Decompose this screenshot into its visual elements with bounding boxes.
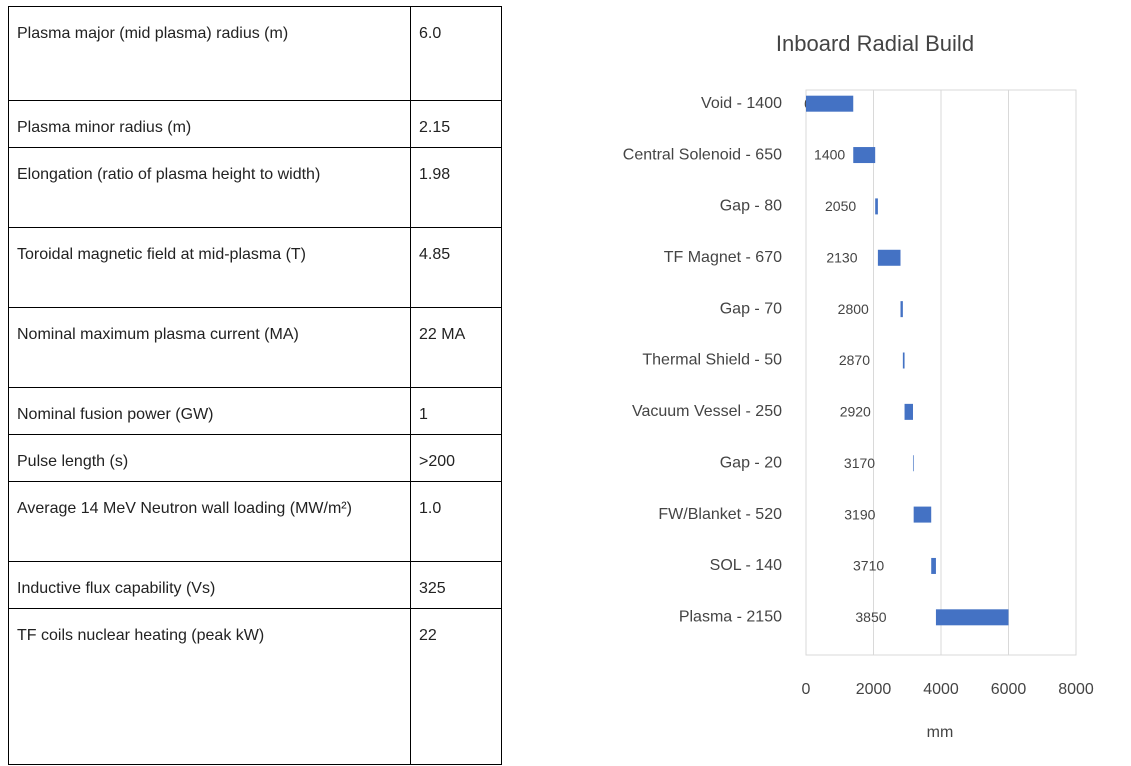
table-row: TF coils nuclear heating (peak kW) 22 — [8, 608, 502, 765]
data-label: 1400 — [814, 147, 845, 163]
table-row: Inductive flux capability (Vs) 325 — [8, 561, 502, 609]
bar — [877, 249, 901, 266]
y-tick-label: Gap - 20 — [720, 454, 782, 471]
table-row: Plasma minor radius (m) 2.15 — [8, 100, 502, 148]
bar — [900, 301, 903, 318]
x-tick-label: 2000 — [856, 681, 892, 698]
data-label: 2870 — [839, 352, 870, 368]
y-tick-label: Plasma - 2150 — [679, 609, 782, 626]
parameter-value: 4.85 — [410, 227, 502, 308]
table-row: Nominal maximum plasma current (MA) 22 MA — [8, 307, 502, 388]
y-tick-label: Central Solenoid - 650 — [623, 146, 782, 163]
parameter-table: Plasma major (mid plasma) radius (m) 6.0 P… — [8, 6, 502, 765]
x-tick-label: 0 — [802, 681, 811, 698]
bar — [913, 506, 932, 523]
parameter-value: 2.15 — [410, 100, 502, 148]
parameter-value: 22 MA — [410, 307, 502, 388]
parameter-name: TF coils nuclear heating (peak kW) — [8, 608, 411, 765]
y-tick-label: SOL - 140 — [710, 557, 782, 574]
table-row: Toroidal magnetic field at mid-plasma (T… — [8, 227, 502, 308]
data-label: 2920 — [840, 404, 871, 420]
y-tick-label: Gap - 80 — [720, 198, 782, 215]
bar — [912, 455, 914, 472]
table-row: Plasma major (mid plasma) radius (m) 6.0 — [8, 6, 502, 101]
parameter-name: Pulse length (s) — [8, 434, 411, 482]
parameter-name: Toroidal magnetic field at mid-plasma (T… — [8, 227, 411, 308]
parameter-value: >200 — [410, 434, 502, 482]
bar — [875, 198, 878, 215]
parameter-value: 1 — [410, 387, 502, 435]
data-label: 2130 — [826, 249, 857, 265]
parameter-value: 325 — [410, 561, 502, 609]
bar — [806, 95, 854, 112]
x-tick-label: 4000 — [923, 681, 959, 698]
data-label: 3850 — [855, 609, 886, 625]
y-tick-label: FW/Blanket - 520 — [658, 506, 782, 523]
data-label: 3170 — [844, 455, 875, 471]
parameter-value: 6.0 — [410, 6, 502, 101]
x-tick-label: 6000 — [991, 681, 1027, 698]
parameter-name: Nominal fusion power (GW) — [8, 387, 411, 435]
data-label: 3710 — [853, 558, 884, 574]
bar — [904, 403, 913, 420]
y-tick-label: Thermal Shield - 50 — [642, 352, 782, 369]
bar — [853, 147, 876, 164]
parameter-name: Nominal maximum plasma current (MA) — [8, 307, 411, 388]
y-tick-label: Vacuum Vessel - 250 — [632, 403, 782, 420]
x-axis-label: mm — [927, 724, 954, 741]
parameter-value: 22 — [410, 608, 502, 765]
parameter-value: 1.98 — [410, 147, 502, 228]
parameter-name: Plasma major (mid plasma) radius (m) — [8, 6, 411, 101]
table-row: Nominal fusion power (GW) 1 — [8, 387, 502, 435]
parameter-name: Inductive flux capability (Vs) — [8, 561, 411, 609]
data-label: 2050 — [825, 198, 856, 214]
table-row: Pulse length (s) >200 — [8, 434, 502, 482]
y-tick-label: TF Magnet - 670 — [664, 249, 782, 266]
bar — [931, 557, 936, 574]
data-label: 3190 — [844, 506, 875, 522]
parameter-value: 1.0 — [410, 481, 502, 562]
x-tick-label: 8000 — [1058, 681, 1094, 698]
parameter-name: Elongation (ratio of plasma height to wi… — [8, 147, 411, 228]
chart-title: Inboard Radial Build — [776, 31, 974, 56]
y-tick-label: Void - 1400 — [701, 95, 782, 112]
y-tick-label: Gap - 70 — [720, 300, 782, 317]
bar — [935, 609, 1009, 626]
bar — [902, 352, 905, 369]
table-row: Elongation (ratio of plasma height to wi… — [8, 147, 502, 228]
data-label: 2800 — [838, 301, 869, 317]
